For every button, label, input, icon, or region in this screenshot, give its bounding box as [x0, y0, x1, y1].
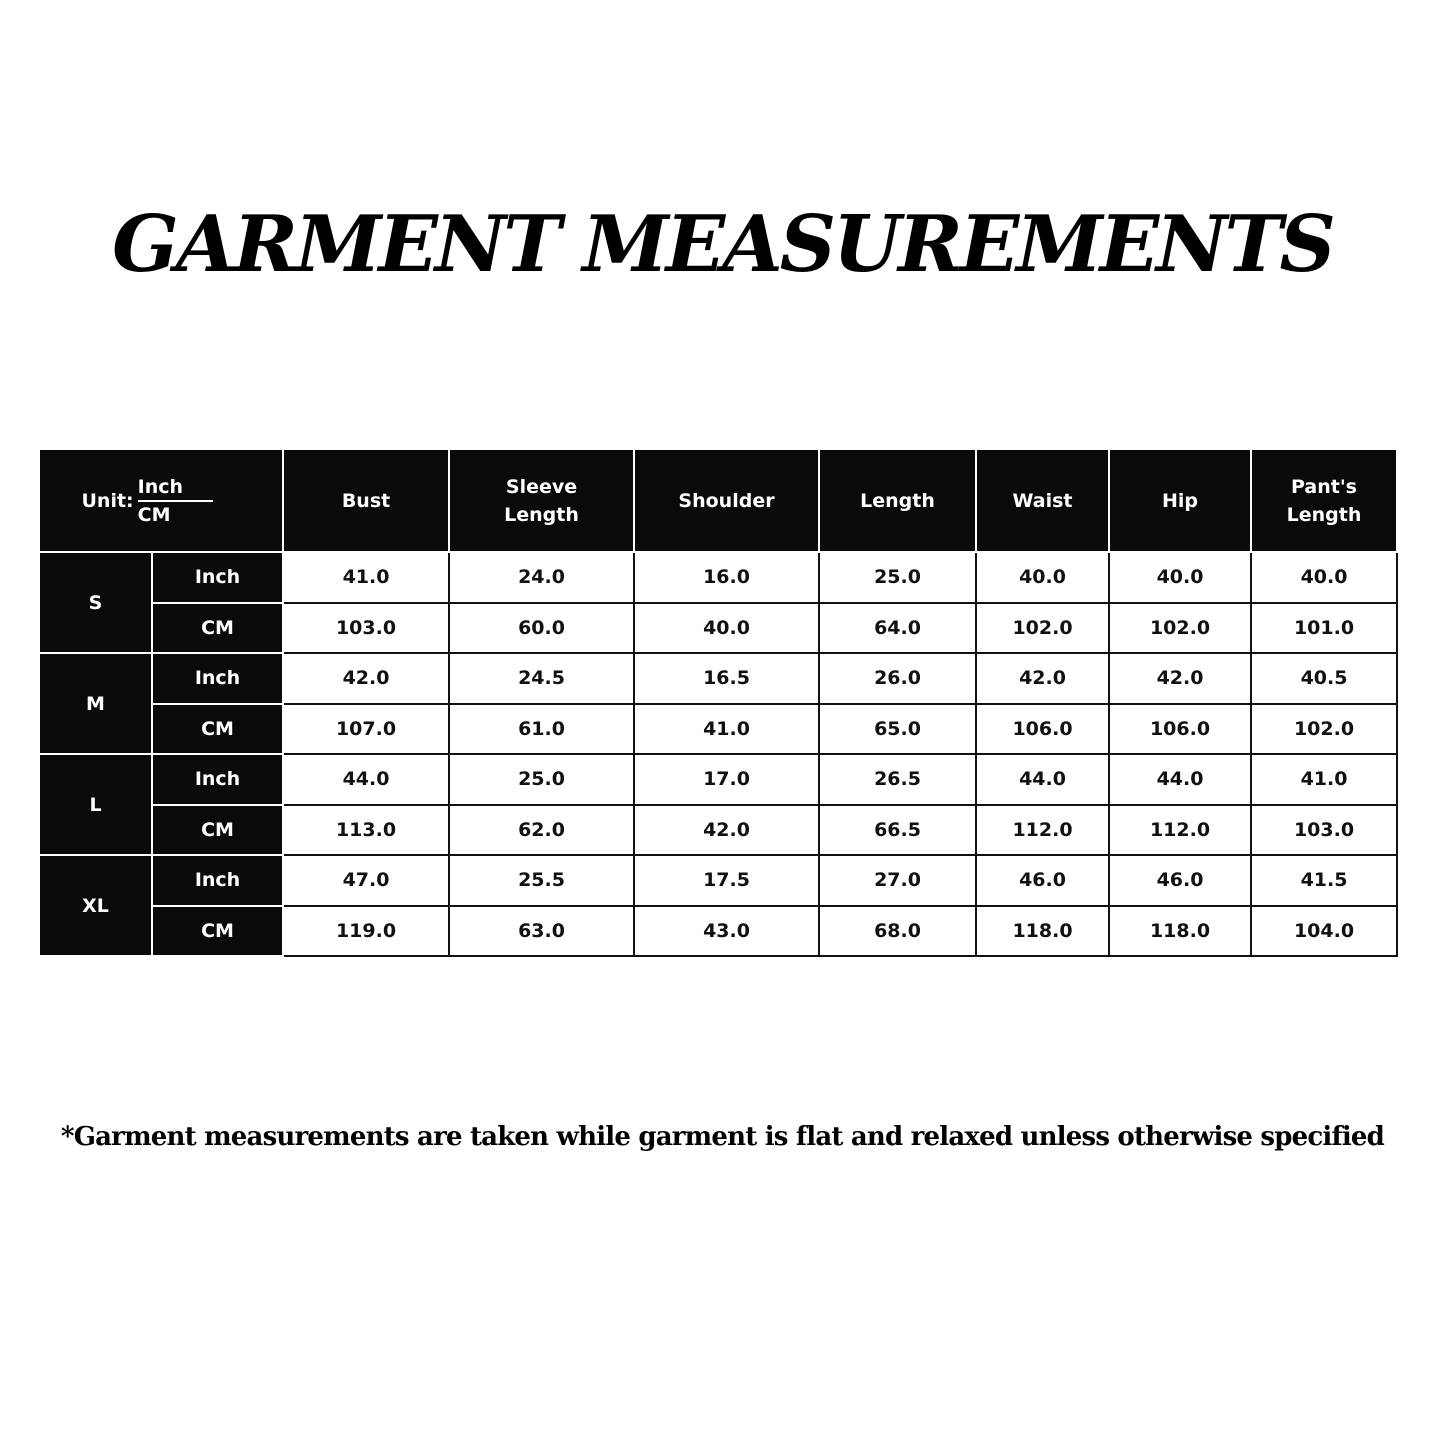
unit-cell: CM: [150, 803, 285, 856]
measurement-cell: 41.0: [1250, 753, 1399, 806]
unit-cm-label: CM: [137, 503, 171, 526]
measurement-cell: 46.0: [1108, 854, 1253, 907]
unit-header-cell: Unit: Inch CM: [37, 448, 285, 553]
measurement-cell: 25.5: [448, 854, 636, 907]
measurement-cell: 118.0: [975, 904, 1111, 957]
measurement-cell: 112.0: [1108, 803, 1253, 856]
footnote: *Garment measurements are taken while ga…: [60, 1122, 1385, 1152]
measurement-cell: 16.0: [633, 551, 821, 604]
measurement-cell: 26.0: [818, 652, 978, 705]
measurement-cell: 60.0: [448, 601, 636, 654]
measurement-cell: 40.0: [633, 601, 821, 654]
measurement-cell: 27.0: [818, 854, 978, 907]
measurement-cell: 40.5: [1250, 652, 1399, 705]
measurement-cell: 47.0: [282, 854, 451, 907]
measurement-cell: 66.5: [818, 803, 978, 856]
table-row: XL Inch 47.0 25.5 17.5 27.0 46.0 46.0 41.5: [38, 854, 1399, 957]
measurement-cell: 118.0: [1108, 904, 1253, 957]
unit-cell: CM: [150, 702, 285, 755]
column-header: Hip: [1108, 448, 1253, 553]
column-header: Bust: [282, 448, 451, 553]
page-title: GARMENT MEASUREMENTS: [112, 199, 1336, 290]
measurement-cell: 65.0: [818, 702, 978, 755]
measurement-cell: 102.0: [975, 601, 1111, 654]
table-row: CM 103.0 60.0 40.0 64.0 102.0 102.0 101.0: [39, 601, 1399, 654]
size-label: S: [38, 551, 153, 654]
unit-label: Unit:: [81, 489, 134, 512]
measurement-cell: 17.5: [633, 854, 821, 907]
table-row: CM 119.0 63.0 43.0 68.0 118.0 118.0 104.0: [39, 904, 1399, 957]
unit-cell: Inch: [150, 551, 285, 604]
column-header: Shoulder: [633, 448, 821, 553]
size-label: M: [38, 652, 153, 755]
measurement-cell: 44.0: [975, 753, 1111, 806]
measurement-cell: 68.0: [818, 904, 978, 957]
measurement-cell: 63.0: [448, 904, 636, 957]
unit-cell: Inch: [150, 854, 285, 907]
column-header: Length: [818, 448, 978, 553]
measurement-cell: 16.5: [633, 652, 821, 705]
table-row: L Inch 44.0 25.0 17.0 26.5 44.0 44.0 41.0: [38, 753, 1399, 856]
measurement-cell: 42.0: [1108, 652, 1253, 705]
measurement-cell: 40.0: [1108, 551, 1253, 604]
column-header: Sleeve Length: [448, 448, 636, 553]
measurement-cell: 42.0: [975, 652, 1111, 705]
header-row: Unit: Inch CM Bust Sleeve Length Shoulder L…: [37, 448, 1399, 553]
measurement-cell: 103.0: [282, 601, 451, 654]
measurement-cell: 46.0: [975, 854, 1111, 907]
unit-cell: CM: [150, 904, 285, 957]
measurement-cell: 26.5: [818, 753, 978, 806]
unit-inch-label: Inch: [137, 474, 214, 502]
measurement-cell: 17.0: [633, 753, 821, 806]
measurement-cell: 44.0: [1108, 753, 1253, 806]
measurement-cell: 41.5: [1250, 854, 1399, 907]
measurement-cell: 42.0: [633, 803, 821, 856]
table-row: M Inch 42.0 24.5 16.5 26.0 42.0 42.0 40.5: [38, 652, 1399, 755]
measurement-cell: 40.0: [975, 551, 1111, 604]
measurement-cell: 119.0: [282, 904, 451, 957]
unit-cell: Inch: [150, 652, 285, 705]
size-chart-table: Unit: Inch CM Bust Sleeve Length Shoulder L…: [37, 448, 1399, 957]
measurement-cell: 106.0: [1108, 702, 1253, 755]
table-row: CM 113.0 62.0 42.0 66.5 112.0 112.0 103.0: [39, 803, 1399, 856]
measurement-cell: 102.0: [1108, 601, 1253, 654]
measurement-cell: 107.0: [282, 702, 451, 755]
measurement-cell: 104.0: [1250, 904, 1399, 957]
unit-cell: CM: [150, 601, 285, 654]
measurement-cell: 25.0: [448, 753, 636, 806]
measurement-cell: 43.0: [633, 904, 821, 957]
measurement-cell: 102.0: [1250, 702, 1399, 755]
measurement-cell: 103.0: [1250, 803, 1399, 856]
column-header: Waist: [975, 448, 1111, 553]
measurement-cell: 40.0: [1250, 551, 1399, 604]
measurement-cell: 24.5: [448, 652, 636, 705]
measurement-cell: 113.0: [282, 803, 451, 856]
column-header: Pant's Length: [1250, 448, 1399, 553]
measurement-cell: 25.0: [818, 551, 978, 604]
size-label: XL: [38, 854, 153, 957]
measurement-cell: 24.0: [448, 551, 636, 604]
measurement-cell: 106.0: [975, 702, 1111, 755]
table-row: CM 107.0 61.0 41.0 65.0 106.0 106.0 102.0: [39, 702, 1399, 755]
size-label: L: [38, 753, 153, 856]
unit-cell: Inch: [150, 753, 285, 806]
measurement-cell: 42.0: [282, 652, 451, 705]
measurement-cell: 112.0: [975, 803, 1111, 856]
measurement-cell: 101.0: [1250, 601, 1399, 654]
measurement-cell: 61.0: [448, 702, 636, 755]
measurement-cell: 41.0: [633, 702, 821, 755]
measurement-cell: 44.0: [282, 753, 451, 806]
measurement-cell: 62.0: [448, 803, 636, 856]
table-row: S Inch 41.0 24.0 16.0 25.0 40.0 40.0 40.0: [38, 551, 1399, 654]
measurement-cell: 41.0: [282, 551, 451, 604]
measurement-cell: 64.0: [818, 601, 978, 654]
